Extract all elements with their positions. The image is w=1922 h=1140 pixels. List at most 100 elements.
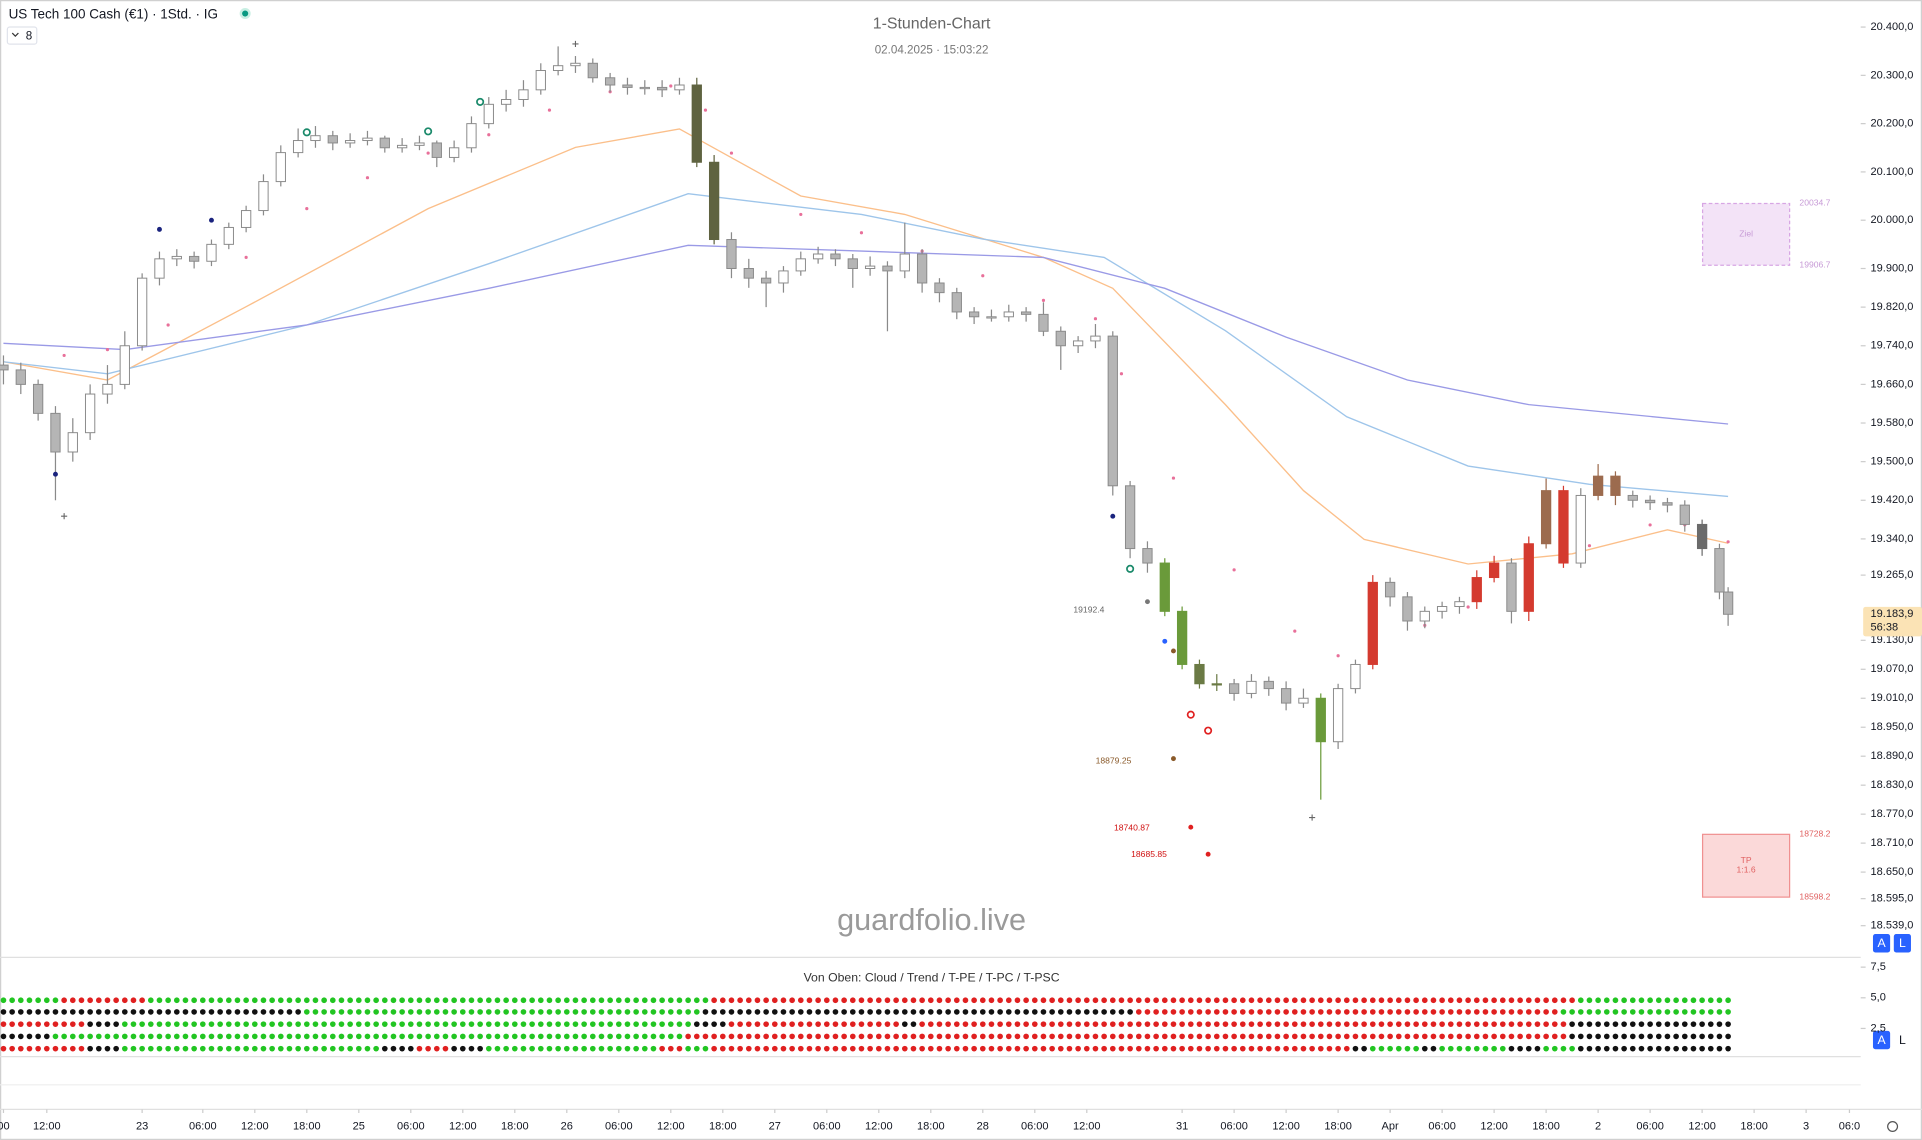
signal-state-dot xyxy=(1534,1033,1541,1040)
signal-state-dot xyxy=(806,997,813,1004)
signal-state-dot xyxy=(719,1009,726,1015)
candle-body xyxy=(1436,606,1448,612)
signal-state-dot xyxy=(1664,997,1671,1004)
candle-body xyxy=(1090,335,1101,342)
signal-state-dot xyxy=(1638,1021,1645,1027)
signal-state-dot xyxy=(1196,1021,1203,1027)
signal-state-dot xyxy=(433,997,440,1004)
signal-state-dot xyxy=(945,997,951,1004)
signal-state-dot xyxy=(1543,1033,1549,1040)
signal-state-dot xyxy=(1179,1021,1185,1027)
signal-state-dot xyxy=(572,1009,579,1015)
signal-state-dot xyxy=(399,1021,405,1027)
signal-state-dot xyxy=(1066,997,1073,1004)
signal-state-dot xyxy=(139,1009,145,1015)
signal-state-dot xyxy=(329,1009,336,1015)
signal-state-dot xyxy=(243,1045,249,1052)
signal-state-dot xyxy=(615,1033,622,1040)
signal-state-dot xyxy=(511,1009,518,1015)
signal-state-dot xyxy=(1586,1009,1593,1015)
signal-state-dot xyxy=(217,1021,223,1027)
signal-state-dot xyxy=(1508,1045,1515,1052)
signal-state-dot xyxy=(26,1009,33,1015)
signal-state-dot xyxy=(69,1033,76,1040)
current-price-label: 19.183,9 xyxy=(1871,608,1914,620)
signal-state-dot xyxy=(1118,1021,1125,1027)
signal-state-dot xyxy=(1595,1009,1601,1015)
candle-body xyxy=(535,70,546,91)
candle-body xyxy=(379,137,390,149)
signal-state-dot xyxy=(251,997,258,1004)
signal-state-dot xyxy=(884,1009,891,1015)
signal-state-dot xyxy=(1421,1045,1428,1052)
signal-state-dot xyxy=(269,1033,275,1040)
signal-state-dot xyxy=(667,1009,674,1015)
signal-state-dot xyxy=(1248,1009,1255,1015)
signal-state-dot xyxy=(199,1033,206,1040)
candle-body xyxy=(1662,502,1673,506)
signal-state-dot xyxy=(1378,997,1385,1004)
signal-state-dot xyxy=(1283,1045,1289,1052)
signal-state-dot xyxy=(485,1009,492,1015)
signal-state-dot xyxy=(884,1033,891,1040)
signal-state-dot xyxy=(442,1009,449,1015)
signal-state-dot xyxy=(182,1021,189,1027)
signal-state-dot xyxy=(1413,1009,1419,1015)
settings-icon[interactable] xyxy=(1887,1120,1899,1133)
x-tick-label: 18:00 xyxy=(709,1120,737,1132)
signal-state-dot xyxy=(95,1021,102,1027)
auto-button[interactable] xyxy=(1872,934,1891,953)
signal-state-dot xyxy=(702,997,709,1004)
x-tick-label: 18:00 xyxy=(1532,1120,1560,1132)
signal-state-dot xyxy=(1551,1033,1558,1040)
signal-state-dot xyxy=(26,1021,33,1027)
signal-state-dot xyxy=(546,1021,553,1027)
candle-body xyxy=(1211,683,1222,686)
signal-state-dot xyxy=(1066,1033,1073,1040)
signal-state-dot xyxy=(997,1033,1003,1040)
signal-state-dot xyxy=(910,1045,917,1052)
signal-state-dot xyxy=(737,1009,743,1015)
signal-state-dot xyxy=(43,1033,50,1040)
signal-state-dot xyxy=(373,1045,379,1052)
signal-state-dot xyxy=(451,1045,457,1052)
signal-state-dot xyxy=(763,1045,769,1052)
signal-state-dot xyxy=(711,1021,717,1027)
signal-state-dot xyxy=(1456,1021,1463,1027)
y-tick-label: 19.010,0 xyxy=(1871,692,1914,704)
sar-dot xyxy=(1093,317,1098,321)
signal-state-dot xyxy=(1101,1045,1107,1052)
x-tick-label: 06:00 xyxy=(813,1120,841,1132)
signal-state-dot xyxy=(165,1033,171,1040)
signal-state-dot xyxy=(1005,1033,1012,1040)
signal-state-dot xyxy=(503,1009,509,1015)
signal-state-dot xyxy=(139,1021,145,1027)
signal-state-dot xyxy=(537,1033,544,1040)
signal-state-dot xyxy=(893,997,899,1004)
pane-log-label[interactable]: L xyxy=(1899,1033,1906,1047)
signal-state-dot xyxy=(1681,1009,1688,1015)
candle-body xyxy=(1714,548,1725,593)
signal-state-dot xyxy=(615,1009,622,1015)
x-tick-label: 12:00 xyxy=(1272,1120,1300,1132)
signal-state-dot xyxy=(1066,1009,1073,1015)
signal-state-dot xyxy=(1395,1021,1402,1027)
signal-state-dot xyxy=(217,997,223,1004)
signal-state-dot xyxy=(156,1021,163,1027)
candle-body xyxy=(1488,562,1500,579)
signal-state-dot xyxy=(1075,1033,1081,1040)
signal-state-dot xyxy=(1335,997,1341,1004)
log-button[interactable] xyxy=(1893,934,1911,953)
signal-state-dot xyxy=(1153,1033,1159,1040)
signal-state-dot xyxy=(1430,1009,1437,1015)
x-tick-label: 12:00 xyxy=(449,1120,477,1132)
signal-state-dot xyxy=(381,997,388,1004)
indicator-toggle[interactable] xyxy=(6,26,38,45)
signal-state-dot xyxy=(442,997,449,1004)
symbol[interactable]: US Tech 100 Cash (€1) · 1Std. · IG xyxy=(9,6,218,21)
signal-state-dot xyxy=(147,1009,154,1015)
signal-state-dot xyxy=(1404,1045,1411,1052)
pane-auto-button[interactable] xyxy=(1872,1030,1891,1050)
candle-body xyxy=(1055,330,1066,347)
signal-state-dot xyxy=(884,997,891,1004)
